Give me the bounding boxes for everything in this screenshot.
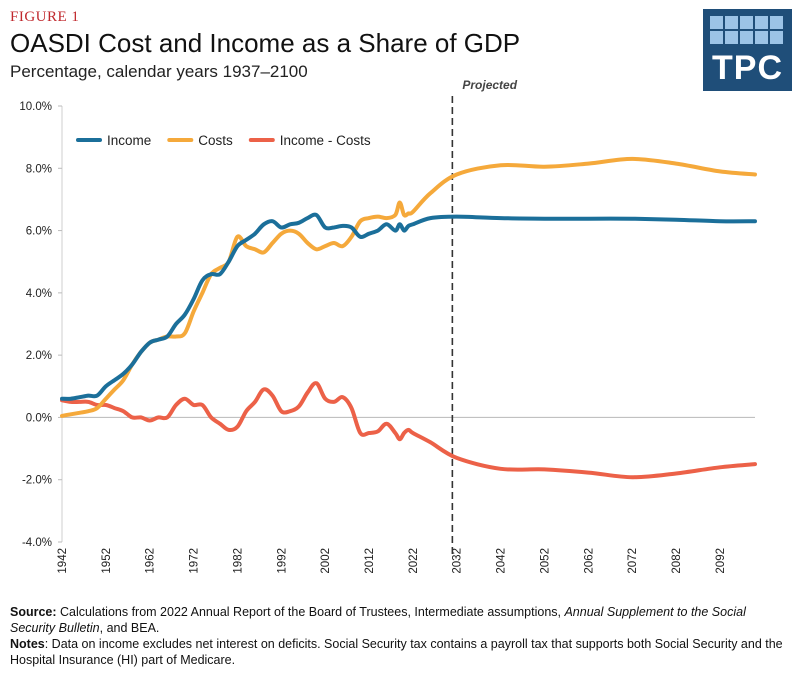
chart-title: OASDI Cost and Income as a Share of GDP — [10, 28, 521, 58]
x-tick-label: 2042 — [496, 548, 508, 574]
projected-label: Projected — [462, 78, 517, 92]
gridlines — [61, 106, 755, 542]
series-line-income — [60, 212, 757, 401]
y-tick-label: 0.0% — [26, 412, 52, 424]
figure-label: FIGURE 1 — [10, 9, 80, 25]
legend-label-costs: Costs — [198, 133, 233, 148]
chart-svg: -4.0% -2.0% 0.0% 2.0% 4.0% 6.0% 8.0% 10.0% 1942… — [19, 78, 757, 574]
notes-note: Notes: Data on income excludes net inter… — [10, 636, 790, 668]
x-tick-label: 2002 — [320, 548, 332, 574]
x-tick-label: 1942 — [57, 548, 69, 574]
x-axis: 1942 1952 1962 1972 1982 1992 2002 2012 2022 2032… — [57, 548, 727, 574]
legend: Income Costs Income - Costs — [76, 133, 371, 148]
source-italic: Annual Supplement to the Social Security… — [10, 605, 746, 635]
x-tick-label: 1982 — [232, 548, 244, 574]
y-tick-label: -2.0% — [22, 475, 52, 487]
source-text-2: , and BEA. — [99, 621, 160, 635]
series-line-diff — [60, 381, 757, 480]
tpc-logo: TPC — [703, 9, 792, 91]
projection-marker: Projected — [451, 78, 518, 554]
x-tick-label: 2012 — [364, 548, 376, 574]
footer-notes: Source: Calculations from 2022 Annual Re… — [10, 604, 790, 668]
source-label: Source: — [10, 605, 57, 619]
y-tick-label: 4.0% — [26, 288, 52, 300]
series-line-costs — [60, 156, 757, 418]
notes-text: : Data on income excludes net interest o… — [10, 637, 783, 667]
x-tick-label: 1972 — [189, 548, 201, 574]
legend-label-income: Income — [107, 133, 151, 148]
x-tick-label: 2062 — [583, 548, 595, 574]
x-tick-label: 1962 — [145, 548, 157, 574]
x-tick-label: 2072 — [627, 548, 639, 574]
y-tick-label: 6.0% — [26, 226, 52, 238]
x-tick-label: 1952 — [101, 548, 113, 574]
chart-subtitle: Percentage, calendar years 1937–2100 — [10, 62, 308, 81]
x-tick-label: 2022 — [408, 548, 420, 574]
x-tick-label: 1992 — [276, 548, 288, 574]
x-tick-label: 2092 — [715, 548, 727, 574]
y-axis: -4.0% -2.0% 0.0% 2.0% 4.0% 6.0% 8.0% 10.0% — [19, 101, 62, 549]
y-tick-label: 10.0% — [19, 101, 52, 113]
y-tick-label: -4.0% — [22, 537, 52, 549]
x-tick-label: 2082 — [671, 548, 683, 574]
notes-label: Notes — [10, 637, 45, 651]
source-text-1: Calculations from 2022 Annual Report of … — [56, 605, 565, 619]
y-tick-label: 8.0% — [26, 163, 52, 175]
logo-text: TPC — [712, 49, 783, 87]
y-tick-label: 2.0% — [26, 350, 52, 362]
x-tick-label: 2032 — [452, 548, 464, 574]
series-lines — [60, 156, 757, 480]
x-tick-label: 2052 — [539, 548, 551, 574]
source-note: Source: Calculations from 2022 Annual Re… — [10, 604, 790, 636]
legend-label-diff: Income - Costs — [280, 133, 371, 148]
